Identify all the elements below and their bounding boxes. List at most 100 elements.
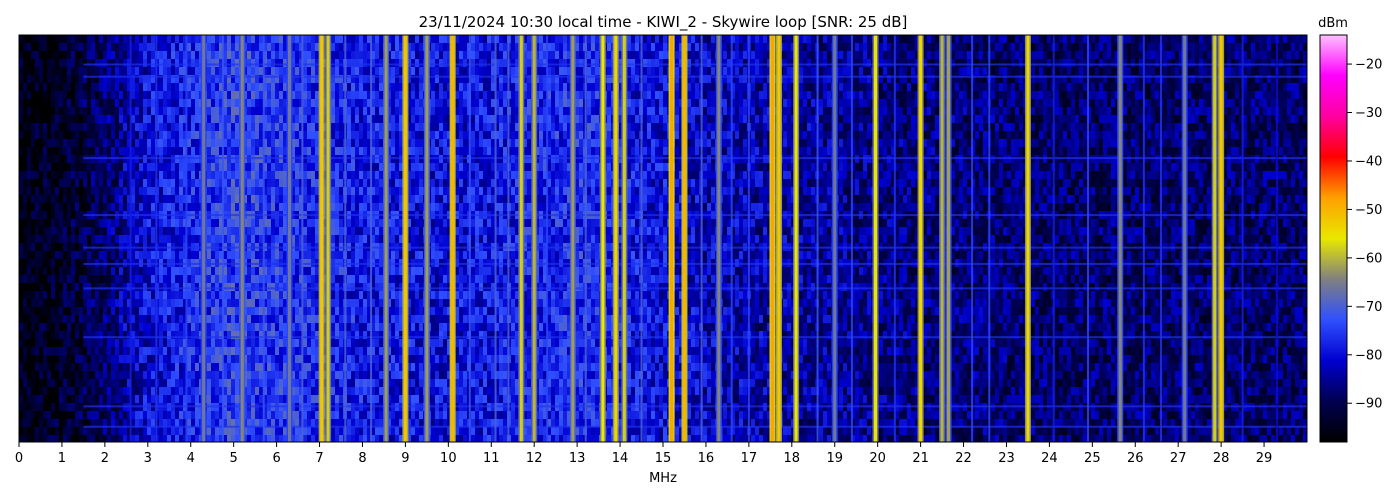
heatmap-cell	[91, 355, 95, 363]
heatmap-cell	[115, 131, 119, 139]
heatmap-cell	[371, 339, 375, 347]
heatmap-cell	[363, 339, 367, 347]
heatmap-cell	[135, 283, 139, 291]
heatmap-cell	[255, 299, 259, 307]
heatmap-cell	[147, 187, 151, 195]
heatmap-cell	[75, 195, 79, 203]
heatmap-cell	[391, 187, 395, 195]
heatmap-cell	[75, 59, 79, 67]
heatmap-cell	[67, 363, 71, 371]
heatmap-cell	[143, 395, 147, 403]
heatmap-cell	[67, 235, 71, 243]
heatmap-cell	[43, 267, 47, 275]
heatmap-cell	[171, 379, 175, 387]
heatmap-cell	[279, 347, 283, 355]
heatmap-cell	[371, 35, 375, 43]
heatmap-cell	[371, 43, 375, 51]
heatmap-cell	[183, 339, 187, 347]
heatmap-cell	[259, 131, 263, 139]
heatmap-cell	[183, 371, 187, 379]
heatmap-cell	[115, 339, 119, 347]
heatmap-cell	[91, 179, 95, 187]
heatmap-cell	[323, 131, 327, 139]
heatmap-cell	[31, 243, 35, 251]
heatmap-cell	[359, 267, 363, 275]
heatmap-cell	[379, 427, 383, 435]
heatmap-cell	[259, 187, 263, 195]
heatmap-cell	[195, 107, 199, 115]
heatmap-cell	[395, 99, 399, 107]
heatmap-cell	[87, 323, 91, 331]
heatmap-cell	[247, 427, 251, 435]
heatmap-cell	[51, 123, 55, 131]
heatmap-cell	[95, 99, 99, 107]
heatmap-cell	[363, 379, 367, 387]
heatmap-cell	[99, 387, 103, 395]
heatmap-cell	[367, 43, 371, 51]
heatmap-cell	[27, 211, 31, 219]
heatmap-cell	[395, 51, 399, 59]
heatmap-cell	[51, 355, 55, 363]
heatmap-cell	[371, 315, 375, 323]
heatmap-cell	[283, 59, 287, 67]
heatmap-cell	[131, 283, 135, 291]
heatmap-cell	[27, 179, 31, 187]
heatmap-cell	[207, 171, 211, 179]
heatmap-cell	[251, 139, 255, 147]
heatmap-cell	[207, 347, 211, 355]
heatmap-cell	[139, 75, 143, 83]
heatmap-cell	[23, 115, 27, 123]
heatmap-cell	[311, 275, 315, 283]
heatmap-cell	[195, 387, 199, 395]
heatmap-cell	[95, 219, 99, 227]
heatmap-cell	[79, 179, 83, 187]
heatmap-cell	[375, 115, 379, 123]
heatmap-cell	[279, 299, 283, 307]
heatmap-cell	[35, 291, 39, 299]
heatmap-cell	[195, 35, 199, 43]
heatmap-cell	[267, 187, 271, 195]
heatmap-cell	[379, 355, 383, 363]
heatmap-cell	[311, 251, 315, 259]
heatmap-cell	[359, 395, 363, 403]
heatmap-cell	[263, 171, 267, 179]
heatmap-cell	[139, 291, 143, 299]
heatmap-cell	[43, 139, 47, 147]
heatmap-cell	[263, 275, 267, 283]
heatmap-cell	[375, 43, 379, 51]
heatmap-cell	[31, 163, 35, 171]
heatmap-cell	[255, 171, 259, 179]
heatmap-cell	[35, 363, 39, 371]
heatmap-cell	[135, 195, 139, 203]
heatmap-cell	[259, 371, 263, 379]
heatmap-cell	[111, 307, 115, 315]
heatmap-cell	[103, 35, 107, 43]
heatmap-cell	[367, 139, 371, 147]
heatmap-cell	[335, 203, 339, 211]
heatmap-cell	[71, 243, 75, 251]
heatmap-cell	[107, 179, 111, 187]
heatmap-cell	[99, 43, 103, 51]
heatmap-cell	[159, 371, 163, 379]
heatmap-cell	[127, 195, 131, 203]
heatmap-cell	[275, 315, 279, 323]
heatmap-cell	[263, 395, 267, 403]
heatmap-cell	[87, 371, 91, 379]
heatmap-cell	[51, 283, 55, 291]
heatmap-cell	[159, 307, 163, 315]
heatmap-cell	[187, 67, 191, 75]
heatmap-cell	[191, 35, 195, 43]
heatmap-cell	[111, 171, 115, 179]
heatmap-cell	[47, 307, 51, 315]
heatmap-cell	[255, 67, 259, 75]
heatmap-cell	[103, 91, 107, 99]
heatmap-cell	[87, 67, 91, 75]
heatmap-cell	[27, 315, 31, 323]
heatmap-cell	[71, 283, 75, 291]
heatmap-cell	[347, 91, 351, 99]
heatmap-cell	[143, 427, 147, 435]
heatmap-cell	[375, 75, 379, 83]
heatmap-cell	[151, 75, 155, 83]
heatmap-cell	[399, 75, 403, 83]
heatmap-cell	[187, 131, 191, 139]
